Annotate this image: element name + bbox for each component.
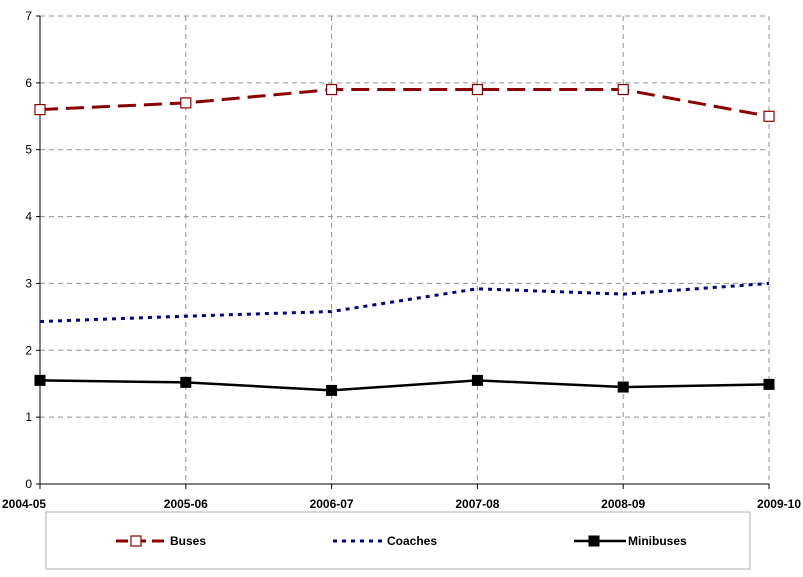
x-tick-label: 2004-05 [2, 497, 46, 511]
legend-marker-buses [130, 535, 142, 547]
y-tick-label: 4 [25, 210, 32, 224]
legend-label-coaches: Coaches [387, 534, 437, 548]
y-tick-label: 2 [25, 343, 32, 357]
x-tick-label: 2005-06 [164, 497, 208, 511]
series-line-coaches [39, 281, 770, 324]
y-tick-label: 5 [25, 143, 32, 157]
y-tick-label: 1 [25, 410, 32, 424]
data-point-buses [617, 83, 629, 96]
y-tick-label: 0 [25, 477, 32, 491]
axes [39, 16, 769, 485]
data-point-minibuses [617, 381, 629, 393]
x-tick-label: 2008-09 [601, 497, 645, 511]
series-line-buses [39, 88, 770, 118]
data-point-minibuses [326, 384, 338, 396]
grid [40, 15, 770, 484]
legend-label-buses: Buses [170, 534, 206, 548]
x-tick-label: 2009-10 [757, 497, 801, 511]
y-tick-label: 3 [25, 276, 32, 290]
legend-marker-minibuses [588, 535, 600, 547]
data-point-minibuses [34, 374, 46, 386]
data-point-minibuses [180, 376, 192, 388]
data-point-buses [34, 103, 46, 116]
data-point-buses [180, 97, 192, 109]
x-axis-ticks: 2004-05 2005-06 2006-07 2007-08 2008-09 2009-… [2, 484, 801, 511]
data-point-buses [326, 83, 338, 96]
y-axis-ticks: 0 1 2 3 4 5 6 7 [25, 9, 40, 491]
series-group [34, 83, 775, 396]
x-tick-label: 2006-07 [310, 497, 354, 511]
legend: Buses Coaches Minibuses [45, 511, 751, 570]
data-point-buses [763, 110, 775, 122]
data-point-buses [471, 83, 483, 96]
y-tick-label: 6 [25, 76, 32, 90]
data-point-minibuses [763, 378, 775, 390]
data-point-minibuses [471, 374, 483, 386]
series-line-minibuses [39, 379, 770, 392]
y-tick-label: 7 [25, 9, 32, 23]
legend-label-minibuses: Minibuses [628, 534, 687, 548]
x-tick-label: 2007-08 [455, 497, 499, 511]
